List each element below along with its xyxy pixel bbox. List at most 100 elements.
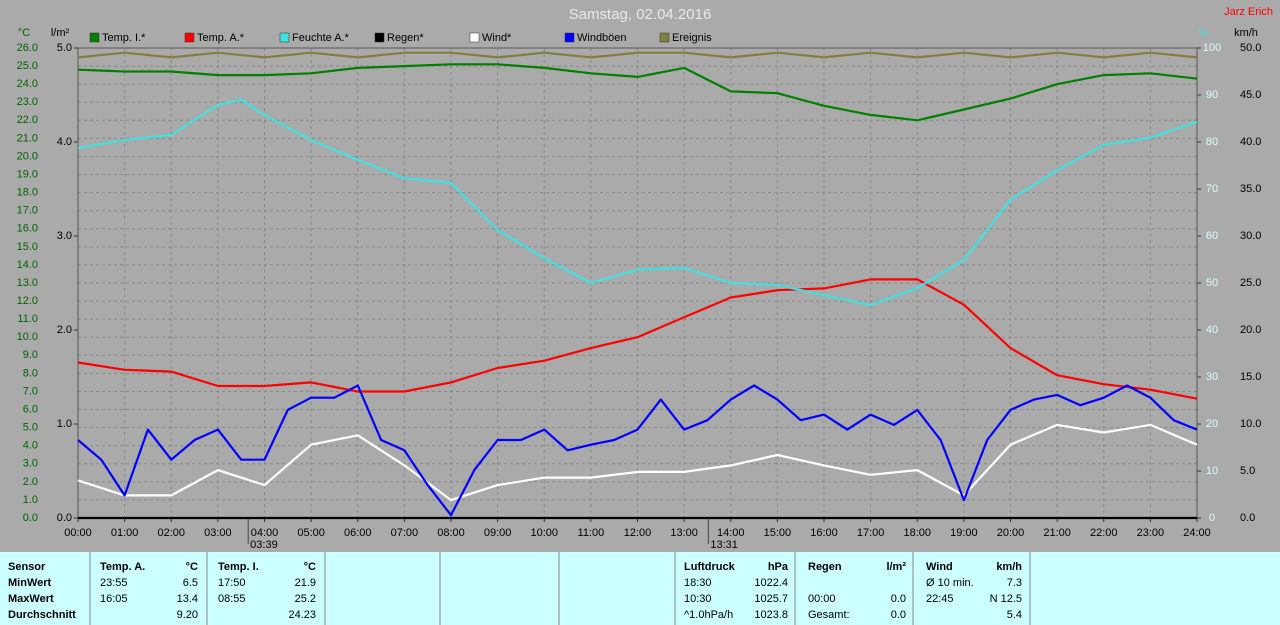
x-tick-label: 15:00 bbox=[764, 527, 792, 539]
x-tick-label: 10:00 bbox=[530, 527, 558, 539]
legend-swatch bbox=[374, 32, 385, 43]
table-cell: Temp. I. bbox=[218, 561, 259, 573]
author: Jarz Erich bbox=[1224, 6, 1273, 18]
legend-swatch bbox=[184, 32, 195, 43]
x-tick-label: 00:00 bbox=[64, 527, 92, 539]
y-tick-label: 0.0 bbox=[23, 512, 38, 524]
y-tick-label: 45.0 bbox=[1240, 89, 1261, 101]
y-tick-label: 10.0 bbox=[17, 331, 38, 343]
y2-axis-unit: l/m² bbox=[51, 27, 70, 39]
y-tick-label: 60 bbox=[1206, 230, 1218, 242]
x-tick-label: 14:00 bbox=[717, 527, 745, 539]
x-tick-label: 11:00 bbox=[578, 527, 605, 539]
y-tick-label: 12.0 bbox=[17, 295, 38, 307]
y-tick-label: 1.0 bbox=[57, 418, 72, 430]
x-tick-label: 18:00 bbox=[903, 527, 931, 539]
y-tick-label: 30 bbox=[1206, 371, 1218, 383]
x-tick-label: 24:00 bbox=[1183, 527, 1211, 539]
table-cell: MinWert bbox=[8, 577, 52, 589]
y-tick-label: 17.0 bbox=[17, 205, 38, 217]
y-tick-label: 35.0 bbox=[1240, 183, 1261, 195]
table-cell: 5.4 bbox=[1007, 609, 1022, 621]
table-cell: 9.20 bbox=[177, 609, 198, 621]
y-tick-label: 4.0 bbox=[57, 136, 72, 148]
table-cell: °C bbox=[304, 561, 316, 573]
series-line bbox=[77, 63, 1198, 122]
x-tick-label: 02:00 bbox=[157, 527, 185, 539]
y-tick-label: 26.0 bbox=[17, 42, 38, 54]
y-tick-label: 5.0 bbox=[23, 422, 38, 434]
x-tick-label: 06:00 bbox=[344, 527, 372, 539]
x-tick-label: 08:00 bbox=[437, 527, 465, 539]
y-tick-label: 5.0 bbox=[1240, 465, 1255, 477]
x-tick-label: 04:00 bbox=[251, 527, 279, 539]
table-cell: 08:55 bbox=[218, 593, 246, 605]
table-cell: Temp. A. bbox=[100, 561, 145, 573]
table-cell: 13.4 bbox=[177, 593, 198, 605]
table-cell: l/m² bbox=[886, 561, 906, 573]
x-tick-label: 05:00 bbox=[297, 527, 325, 539]
y-tick-label: 0.0 bbox=[1240, 512, 1255, 524]
y-tick-label: 21.0 bbox=[17, 132, 38, 144]
y-tick-label: 1.0 bbox=[23, 494, 38, 506]
table-cell: Ø 10 min. bbox=[926, 577, 974, 589]
table-cell: ^1.0hPa/h bbox=[684, 609, 733, 621]
table-cell: 0.0 bbox=[891, 609, 906, 621]
series-line bbox=[77, 278, 1198, 400]
y-tick-label: 20 bbox=[1206, 418, 1218, 430]
table-cell: hPa bbox=[768, 561, 789, 573]
y-tick-label: 13.0 bbox=[17, 277, 38, 289]
legend-swatch bbox=[469, 32, 480, 43]
legend-swatch bbox=[89, 32, 100, 43]
table-cell: 21.9 bbox=[295, 577, 316, 589]
series-line bbox=[77, 384, 1198, 517]
x-tick-label: 09:00 bbox=[484, 527, 512, 539]
table-cell: °C bbox=[186, 561, 198, 573]
x-tick-label: 12:00 bbox=[624, 527, 652, 539]
table-cell: 7.3 bbox=[1007, 577, 1022, 589]
legend-swatch bbox=[564, 32, 575, 43]
y3-axis-unit: % bbox=[1198, 27, 1208, 39]
table-cell: 1023.8 bbox=[754, 609, 788, 621]
table-cell: Sensor bbox=[8, 561, 46, 573]
table-cell: Gesamt: bbox=[808, 609, 850, 621]
annotation: 13:31 bbox=[710, 539, 738, 551]
table-cell: 1025.7 bbox=[754, 593, 788, 605]
y-tick-label: 50 bbox=[1206, 277, 1218, 289]
x-tick-label: 23:00 bbox=[1137, 527, 1165, 539]
y-tick-label: 3.0 bbox=[57, 230, 72, 242]
table-cell: Wind bbox=[926, 561, 953, 573]
y-tick-label: 2.0 bbox=[23, 476, 38, 488]
y-tick-label: 70 bbox=[1206, 183, 1218, 195]
y-tick-label: 16.0 bbox=[17, 223, 38, 235]
legend-label: Wind* bbox=[482, 32, 512, 44]
table-cell: 00:00 bbox=[808, 593, 836, 605]
table-cell: N 12.5 bbox=[990, 593, 1022, 605]
y-tick-label: 19.0 bbox=[17, 168, 38, 180]
table-cell: 22:45 bbox=[926, 593, 954, 605]
x-tick-label: 17:00 bbox=[857, 527, 885, 539]
legend-swatch bbox=[279, 32, 290, 43]
y-tick-label: 7.0 bbox=[23, 385, 38, 397]
table-cell: MaxWert bbox=[8, 593, 54, 605]
y-tick-label: 3.0 bbox=[23, 458, 38, 470]
table-cell: 24.23 bbox=[288, 609, 316, 621]
series-line bbox=[77, 98, 1198, 307]
y-tick-label: 2.0 bbox=[57, 324, 72, 336]
x-tick-label: 07:00 bbox=[391, 527, 419, 539]
table-cell: 10:30 bbox=[684, 593, 712, 605]
table-cell: km/h bbox=[996, 561, 1022, 573]
y-tick-label: 11.0 bbox=[17, 313, 38, 325]
x-tick-label: 21:00 bbox=[1043, 527, 1071, 539]
y-tick-label: 22.0 bbox=[17, 114, 38, 126]
x-tick-label: 19:00 bbox=[950, 527, 978, 539]
table-cell: 0.0 bbox=[891, 593, 906, 605]
y-tick-label: 10 bbox=[1206, 465, 1218, 477]
table-cell: 6.5 bbox=[183, 577, 198, 589]
y-tick-label: 25.0 bbox=[17, 60, 38, 72]
y-tick-label: 25.0 bbox=[1240, 277, 1261, 289]
y-tick-label: 8.0 bbox=[23, 367, 38, 379]
table-cell: Durchschnitt bbox=[8, 609, 76, 621]
y-tick-label: 4.0 bbox=[23, 440, 38, 452]
table-cell: 25.2 bbox=[295, 593, 316, 605]
